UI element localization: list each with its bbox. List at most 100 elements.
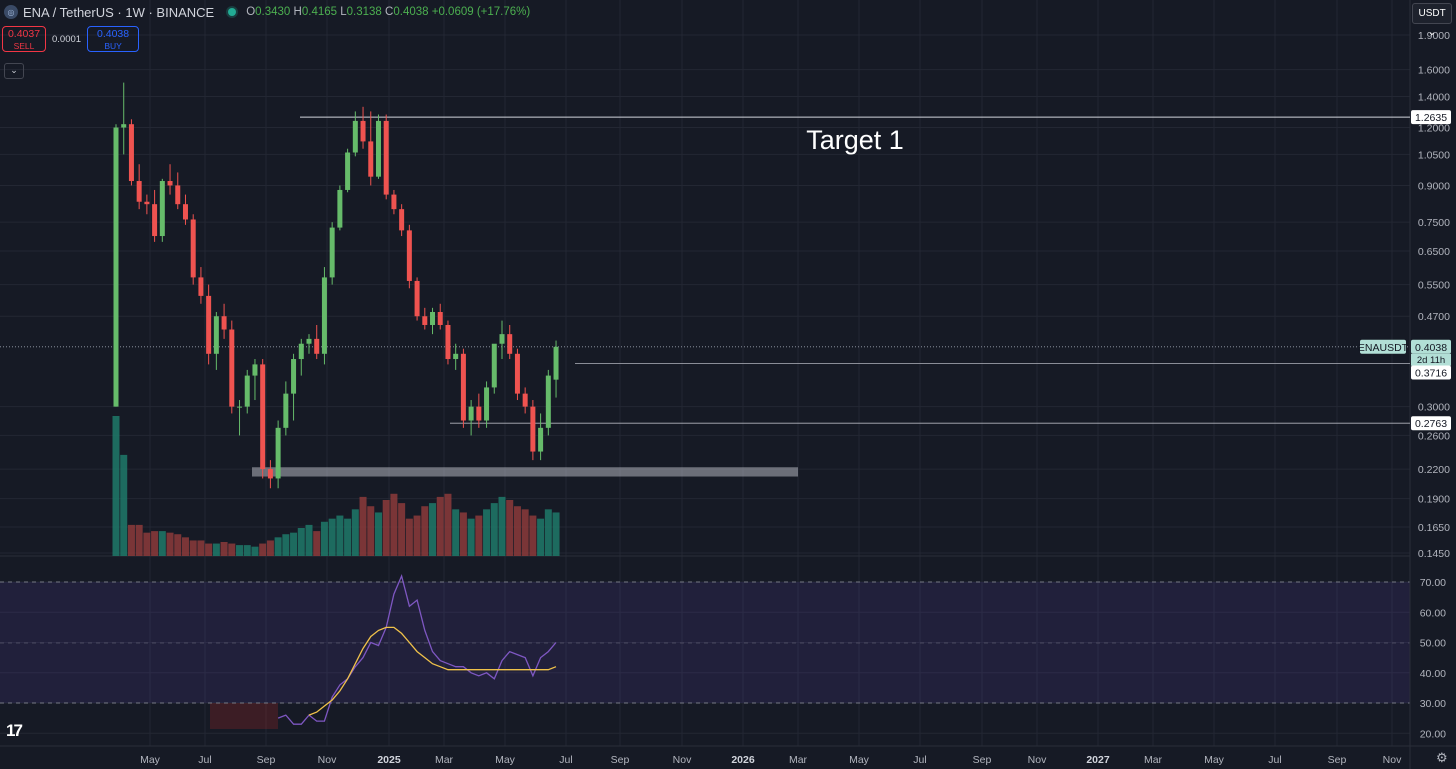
level-label-bg bbox=[1411, 110, 1451, 125]
candle[interactable] bbox=[430, 307, 436, 335]
candle[interactable] bbox=[414, 277, 420, 321]
candle[interactable] bbox=[229, 320, 235, 414]
symbol-label[interactable]: ENAUSDT bbox=[1358, 339, 1409, 354]
candle[interactable] bbox=[530, 400, 536, 461]
sell-button[interactable]: 0.4037 SELL bbox=[2, 26, 46, 52]
level-label-text: 0.3716 bbox=[1415, 368, 1447, 380]
candle[interactable] bbox=[329, 222, 335, 285]
volume-bar bbox=[158, 531, 166, 556]
candle[interactable] bbox=[198, 267, 204, 304]
gear-icon[interactable]: ⚙ bbox=[1436, 750, 1448, 765]
candle[interactable] bbox=[152, 189, 158, 242]
candle[interactable] bbox=[221, 303, 227, 339]
candle[interactable] bbox=[175, 172, 181, 210]
volume-bar bbox=[320, 521, 328, 556]
candle[interactable] bbox=[522, 387, 528, 414]
time-axis: May Jul Sep Nov 2025 Mar May Jul Sep Nov 2026 Mar Ma… bbox=[140, 754, 1402, 766]
candle[interactable] bbox=[275, 420, 281, 489]
candle[interactable] bbox=[453, 343, 459, 370]
high-label: H bbox=[293, 6, 302, 18]
candle[interactable] bbox=[460, 348, 466, 428]
candle[interactable] bbox=[314, 324, 320, 360]
candle[interactable] bbox=[468, 400, 474, 436]
candle[interactable] bbox=[128, 119, 134, 186]
time-tick-label: Jul bbox=[913, 754, 926, 766]
time-tick-label: Nov bbox=[1028, 754, 1047, 766]
tradingview-logo-icon[interactable]: 17 bbox=[6, 721, 23, 740]
time-tick-label: Jul bbox=[1268, 754, 1281, 766]
candle[interactable] bbox=[283, 381, 289, 436]
candle[interactable] bbox=[136, 164, 142, 210]
rsi-indicator bbox=[277, 573, 557, 725]
candle-body bbox=[530, 406, 536, 452]
candle[interactable] bbox=[484, 381, 490, 428]
candle[interactable] bbox=[383, 114, 389, 200]
candle[interactable] bbox=[121, 82, 127, 155]
candle[interactable] bbox=[507, 324, 513, 360]
candle[interactable] bbox=[514, 348, 520, 401]
candle[interactable] bbox=[252, 359, 258, 401]
low-label: L bbox=[340, 6, 347, 18]
candle[interactable] bbox=[391, 189, 397, 215]
candle[interactable] bbox=[244, 369, 250, 414]
candle[interactable] bbox=[399, 204, 405, 237]
volume-bar bbox=[513, 506, 521, 556]
candle[interactable] bbox=[553, 340, 559, 398]
symbol-title[interactable]: ENA / TetherUS · 1W · BINANCE bbox=[23, 4, 215, 20]
candle[interactable] bbox=[321, 267, 327, 365]
candle[interactable] bbox=[422, 307, 428, 330]
volume-bar bbox=[236, 545, 244, 556]
candle[interactable] bbox=[337, 185, 343, 231]
candle[interactable] bbox=[499, 320, 505, 360]
candle[interactable] bbox=[368, 111, 374, 186]
candle[interactable] bbox=[260, 359, 266, 479]
candle[interactable] bbox=[538, 413, 544, 461]
level-label[interactable]: 0.3716 bbox=[1411, 365, 1451, 380]
volume-bar bbox=[421, 506, 429, 556]
candle[interactable] bbox=[345, 148, 351, 193]
candle-body bbox=[206, 295, 212, 354]
candle[interactable] bbox=[476, 393, 482, 428]
time-tick-label: Nov bbox=[673, 754, 692, 766]
candle[interactable] bbox=[445, 320, 451, 365]
candle[interactable] bbox=[360, 106, 366, 149]
candle[interactable] bbox=[190, 214, 196, 285]
candle[interactable] bbox=[206, 284, 212, 365]
candle[interactable] bbox=[144, 194, 150, 215]
candle[interactable] bbox=[375, 114, 381, 179]
candle[interactable] bbox=[306, 334, 312, 354]
candle[interactable] bbox=[545, 369, 551, 436]
candle[interactable] bbox=[167, 164, 173, 195]
candle-body bbox=[476, 406, 482, 421]
candle[interactable] bbox=[352, 111, 358, 157]
candle[interactable] bbox=[267, 460, 273, 489]
candle[interactable] bbox=[113, 124, 119, 407]
candle[interactable] bbox=[159, 178, 165, 242]
candle[interactable] bbox=[437, 303, 443, 330]
buy-button[interactable]: 0.4038 BUY bbox=[87, 26, 140, 52]
candle[interactable] bbox=[213, 311, 219, 370]
rsi-tick-label: 20.00 bbox=[1420, 728, 1446, 740]
candle[interactable] bbox=[406, 224, 412, 289]
target-annotation[interactable]: Target 1 bbox=[806, 125, 904, 155]
candle[interactable] bbox=[182, 194, 188, 225]
volume-bar bbox=[243, 545, 251, 556]
rsi-oversold-fill bbox=[210, 703, 278, 729]
volume-bar bbox=[266, 540, 274, 556]
candle[interactable] bbox=[491, 343, 497, 394]
candle-body bbox=[414, 280, 420, 317]
candle[interactable] bbox=[291, 353, 297, 421]
close-label: C bbox=[385, 6, 394, 18]
candle-body bbox=[545, 375, 551, 428]
candle[interactable] bbox=[237, 400, 243, 436]
price-tick-label: 0.1650 bbox=[1418, 522, 1450, 534]
candle[interactable] bbox=[298, 338, 304, 376]
level-label[interactable]: 1.2635 bbox=[1411, 110, 1451, 125]
last-price-label[interactable]: 0.4038 bbox=[1411, 339, 1451, 354]
currency-button[interactable]: USDT ⌄ bbox=[1412, 3, 1452, 38]
level-label[interactable]: 0.2763 bbox=[1411, 416, 1451, 431]
candle-body bbox=[267, 469, 273, 479]
chevron-down-icon[interactable]: ⌄ bbox=[4, 63, 24, 79]
candle-body bbox=[484, 387, 490, 421]
